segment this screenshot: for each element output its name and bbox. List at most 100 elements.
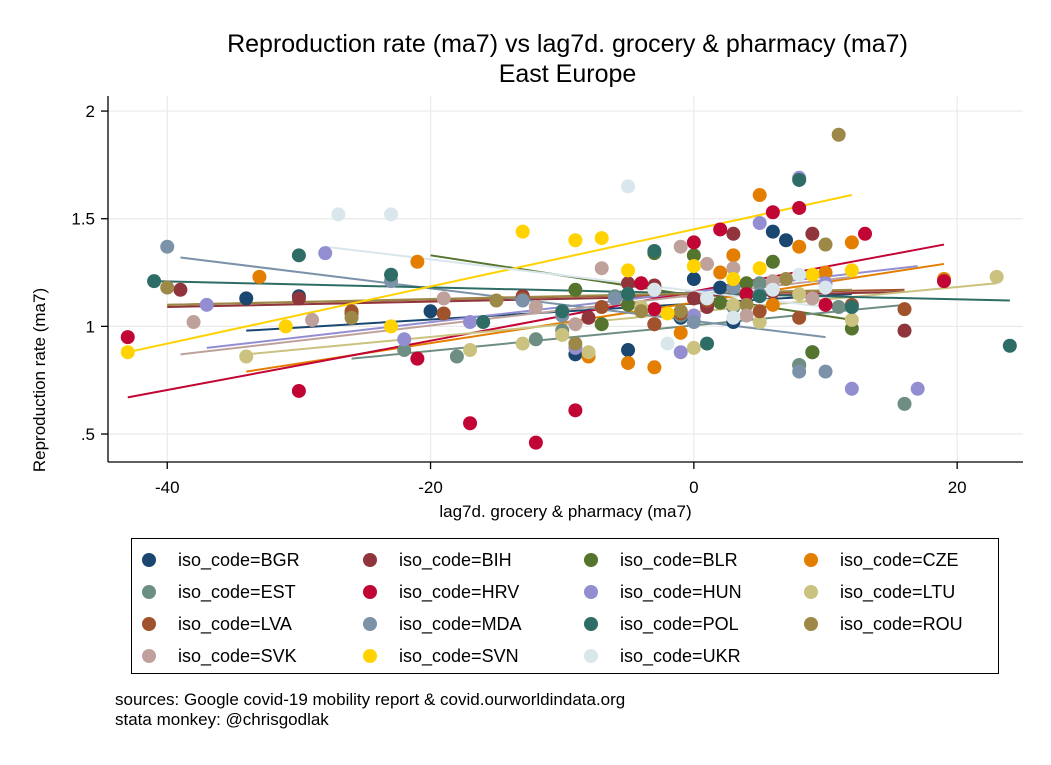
- point-ukr: [647, 282, 662, 297]
- point-cze: [647, 360, 662, 375]
- point-hrv: [568, 403, 583, 418]
- point-svk: [186, 315, 201, 330]
- point-bgr: [765, 224, 780, 239]
- chart-title: Reproduction rate (ma7) vs lag7d. grocer…: [227, 30, 908, 58]
- y-axis-label: Reproduction rate (ma7): [30, 287, 49, 473]
- point-lva: [436, 306, 451, 321]
- footnote-credit: stata monkey: @chrisgodlak: [115, 710, 329, 729]
- legend-marker: [142, 553, 156, 567]
- point-svk: [805, 291, 820, 306]
- legend-item-ukr: iso_code=UKR: [584, 643, 741, 669]
- y-tick-label: 1.5: [71, 210, 95, 229]
- point-pol: [647, 244, 662, 259]
- point-blr: [568, 282, 583, 297]
- legend-label: iso_code=LVA: [178, 613, 292, 634]
- point-est: [897, 396, 912, 411]
- point-pol: [621, 287, 636, 302]
- point-svk: [739, 308, 754, 323]
- point-svk: [305, 312, 320, 327]
- point-cze: [252, 269, 267, 284]
- point-svk: [726, 261, 741, 276]
- fit-lines: [127, 194, 1010, 399]
- legend-marker: [804, 553, 818, 567]
- point-bgr: [621, 343, 636, 358]
- point-bih: [173, 282, 188, 297]
- point-bgr: [239, 291, 254, 306]
- footnotes: sources: Google covid-19 mobility report…: [115, 690, 625, 730]
- point-cze: [713, 265, 728, 280]
- legend-item-est: iso_code=EST: [142, 579, 296, 605]
- point-pol: [1002, 338, 1017, 353]
- legend-label: iso_code=ROU: [840, 613, 963, 634]
- legend-item-cze: iso_code=CZE: [804, 547, 959, 573]
- point-ltu: [792, 287, 807, 302]
- data-points: [120, 127, 1017, 450]
- footnote-sources: sources: Google covid-19 mobility report…: [115, 690, 626, 709]
- point-rou: [634, 304, 649, 319]
- point-svn: [844, 263, 859, 278]
- point-ltu: [581, 345, 596, 360]
- point-lva: [792, 310, 807, 325]
- legend-label: iso_code=SVN: [399, 645, 519, 666]
- legend-marker: [363, 553, 377, 567]
- point-cze: [844, 235, 859, 250]
- point-ukr: [818, 280, 833, 295]
- legend-label: iso_code=BLR: [620, 549, 738, 570]
- point-pol: [291, 248, 306, 263]
- point-pol: [752, 289, 767, 304]
- legend-label: iso_code=POL: [620, 613, 739, 634]
- point-ltu: [239, 349, 254, 364]
- point-bgr: [713, 280, 728, 295]
- point-lva: [897, 302, 912, 317]
- point-ltu: [989, 269, 1004, 284]
- point-mda: [160, 239, 175, 254]
- point-mda: [818, 364, 833, 379]
- legend-item-bgr: iso_code=BGR: [142, 547, 300, 573]
- point-cze: [752, 188, 767, 203]
- legend-marker: [142, 585, 156, 599]
- point-hun: [318, 246, 333, 261]
- point-ltu: [726, 297, 741, 312]
- point-cze: [673, 325, 688, 340]
- point-svn: [726, 272, 741, 286]
- point-ltu: [515, 336, 530, 351]
- point-ukr: [660, 336, 675, 351]
- x-tick-label: -40: [155, 478, 180, 497]
- point-mda: [515, 293, 530, 308]
- point-hrv: [291, 383, 306, 398]
- point-hun: [910, 381, 925, 396]
- legend-marker: [584, 617, 598, 631]
- point-est: [831, 299, 846, 314]
- point-hrv: [713, 222, 728, 237]
- legend-label: iso_code=HRV: [399, 581, 520, 602]
- point-ukr: [700, 291, 715, 306]
- point-cze: [765, 297, 780, 312]
- point-hrv: [120, 330, 135, 345]
- point-svn: [515, 224, 530, 239]
- legend: iso_code=BGR iso_code=BIH iso_code=BLR iso_…: [131, 538, 999, 674]
- point-svn: [752, 261, 767, 276]
- point-blr: [686, 248, 701, 263]
- point-ukr: [331, 207, 346, 222]
- point-svk: [594, 261, 609, 276]
- point-cze: [726, 248, 741, 263]
- legend-item-hun: iso_code=HUN: [584, 579, 742, 605]
- legend-item-rou: iso_code=ROU: [804, 611, 963, 637]
- x-tick-label: -20: [418, 478, 443, 497]
- legend-marker: [363, 585, 377, 599]
- x-tick-label: 0: [689, 478, 698, 497]
- legend-label: iso_code=BIH: [399, 549, 512, 570]
- point-svn: [660, 306, 675, 321]
- legend-item-svn: iso_code=SVN: [363, 643, 519, 669]
- point-rou: [568, 336, 583, 351]
- point-hun: [673, 345, 688, 360]
- point-svn: [621, 263, 636, 278]
- point-pol: [792, 172, 807, 187]
- point-ukr: [384, 207, 399, 222]
- point-pol: [700, 336, 715, 351]
- point-svk: [673, 239, 688, 254]
- point-bih: [686, 291, 701, 306]
- point-rou: [344, 310, 359, 325]
- legend-item-ltu: iso_code=LTU: [804, 579, 955, 605]
- point-cze: [792, 239, 807, 254]
